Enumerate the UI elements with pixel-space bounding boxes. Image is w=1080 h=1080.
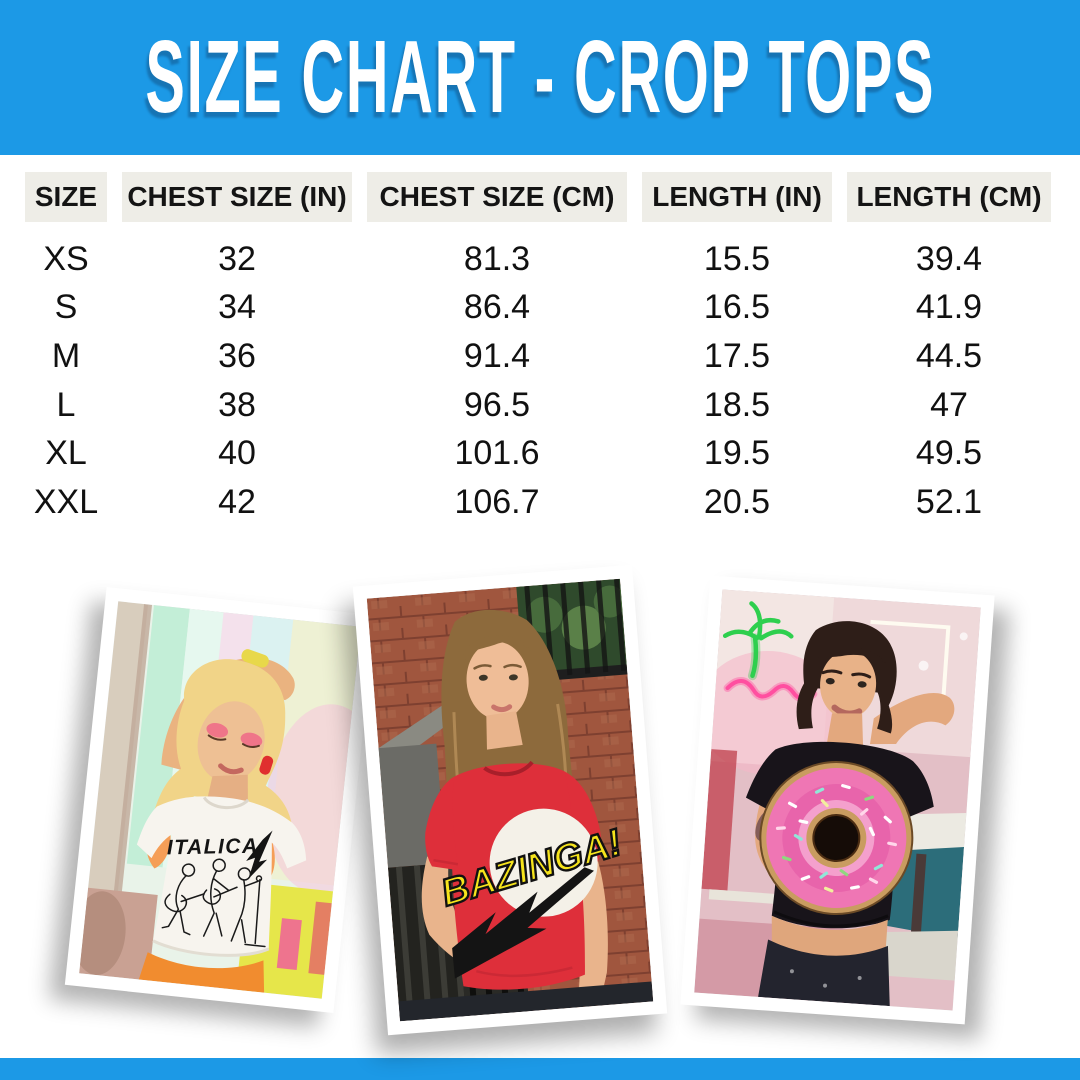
table-cell: 91.4 [463, 336, 531, 375]
photo-bazinga: BAZINGA! [366, 578, 654, 1022]
table-body: XS 32 81.3 15.5 39.4 S 34 86.4 16.5 41.9… [25, 235, 1051, 527]
photo-italica-illustration: ITALICA [79, 601, 361, 999]
column-header-length-in: LENGTH (IN) [642, 172, 832, 222]
table-cell: L [56, 385, 76, 424]
neon-sign [722, 601, 818, 703]
table-cell: 17.5 [703, 336, 771, 375]
table-cell: XL [45, 434, 87, 473]
donut-sprinkles [775, 784, 897, 893]
table-cell: 19.5 [703, 434, 771, 473]
table-cell: 38 [218, 385, 256, 424]
table-cell: 34 [218, 288, 256, 327]
photo-italica: ITALICA [79, 601, 361, 999]
table-cell: 18.5 [703, 385, 771, 424]
column-header-length-cm: LENGTH (CM) [847, 172, 1051, 222]
table-cell: 36 [218, 336, 256, 375]
table-cell: 96.5 [463, 385, 531, 424]
italica-shirt-text: ITALICA [167, 835, 259, 860]
column-header-chest-in: CHEST SIZE (IN) [122, 172, 352, 222]
page-title: SIZE CHART - CROP TOPS [145, 20, 935, 135]
table-row-xl: XL 40 101.6 19.5 49.5 [25, 429, 1051, 478]
bazinga-logo: BAZINGA! [435, 808, 628, 979]
table-cell: 47 [930, 385, 968, 424]
table-cell: 106.7 [454, 482, 540, 521]
table-row-xxl: XXL 42 106.7 20.5 52.1 [25, 478, 1051, 527]
skirt-and-waist [758, 915, 890, 1007]
table-row-m: M 36 91.4 17.5 44.5 [25, 332, 1051, 381]
table-cell: 40 [218, 434, 256, 473]
lightning-tail [246, 830, 273, 879]
table-cell: XS [43, 239, 89, 278]
table-cell: 81.3 [463, 239, 531, 278]
photo-card-bazinga: BAZINGA! [352, 564, 668, 1036]
photo-donut-illustration [694, 589, 981, 1011]
table-cell: 44.5 [915, 336, 983, 375]
column-header-chest-cm: CHEST SIZE (CM) [367, 172, 627, 222]
band-line-art [161, 858, 266, 948]
table-cell: 52.1 [915, 482, 983, 521]
table-row-l: L 38 96.5 18.5 47 [25, 381, 1051, 430]
size-table: SIZE CHEST SIZE (IN) CHEST SIZE (CM) LEN… [25, 172, 1051, 527]
white-crop-top: ITALICA [136, 796, 307, 957]
photo-donut [694, 589, 981, 1011]
table-cell: 86.4 [463, 288, 531, 327]
table-header-row: SIZE CHEST SIZE (IN) CHEST SIZE (CM) LEN… [25, 172, 1051, 222]
table-cell: 15.5 [703, 239, 771, 278]
red-crop-top: BAZINGA! [425, 760, 628, 990]
photo-card-donut [680, 575, 995, 1025]
footer-bar [0, 1058, 1080, 1080]
italica-print: ITALICA [167, 830, 273, 879]
table-cell: 41.9 [915, 288, 983, 327]
header-banner: SIZE CHART - CROP TOPS [0, 0, 1080, 155]
table-cell: 16.5 [703, 288, 771, 327]
table-cell: 42 [218, 482, 256, 521]
photo-bazinga-illustration: BAZINGA! [366, 578, 654, 1022]
table-row-s: S 34 86.4 16.5 41.9 [25, 284, 1051, 333]
table-cell: 39.4 [915, 239, 983, 278]
table-cell: M [51, 336, 81, 375]
photo-card-italica: ITALICA [64, 586, 376, 1014]
table-cell: 101.6 [454, 434, 540, 473]
table-row-xs: XS 32 81.3 15.5 39.4 [25, 235, 1051, 284]
black-crop-top [745, 741, 934, 929]
donut-graphic [759, 761, 914, 916]
table-cell: 20.5 [703, 482, 771, 521]
orange-skirt [138, 952, 265, 993]
table-cell: 32 [218, 239, 256, 278]
table-cell: 49.5 [915, 434, 983, 473]
table-cell: S [54, 288, 78, 327]
column-header-size: SIZE [25, 172, 107, 222]
table-cell: XXL [33, 482, 99, 521]
